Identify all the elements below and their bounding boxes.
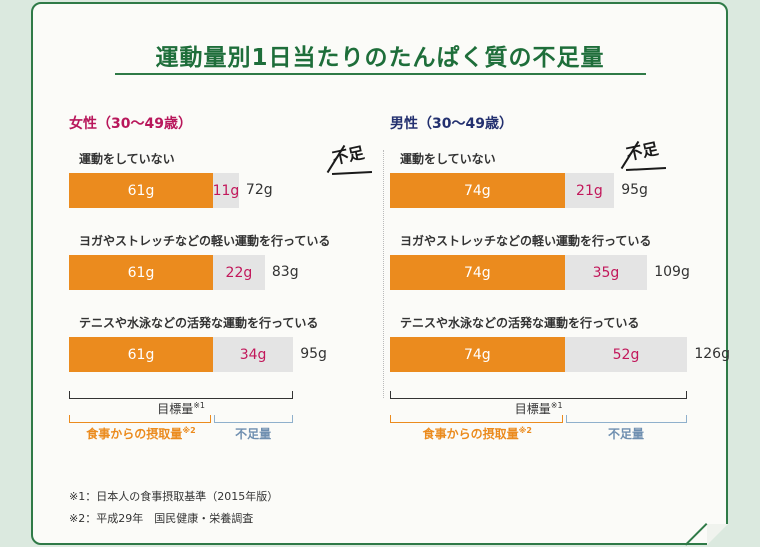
male-legend-intake: 食事からの摂取量※2 [422, 426, 532, 441]
male-deficit-bar: 35g [564, 255, 648, 290]
female-deficit-bar: 34g [212, 337, 294, 372]
female-category-label: 運動をしていない [79, 152, 175, 166]
target-note: ※1 [550, 401, 563, 410]
shortage-mark: 不足 [612, 128, 672, 188]
female-intake-bar: 61g [69, 255, 213, 290]
title-underline [115, 73, 646, 75]
page-curl [707, 524, 728, 545]
shortage-mark-text: 不足 [330, 142, 366, 169]
shortage-underline [625, 166, 667, 172]
male-target-label: 95g [621, 182, 648, 198]
male-intake-bar: 74g [390, 173, 565, 208]
female-panel-title: 女性（30〜49歳） [69, 116, 192, 132]
male-category-label: ヨガやストレッチなどの軽い運動を行っている [400, 234, 652, 248]
male-category-label: 運動をしていない [400, 152, 496, 166]
male-intake-bracket [390, 415, 563, 423]
panel-divider [383, 150, 384, 398]
footnote-1: ※1：日本人の食事摂取基準（2015年版） [69, 490, 279, 503]
shortage-underline [331, 170, 373, 176]
female-intake-bar: 61g [69, 173, 213, 208]
male-target-label: 109g [654, 264, 690, 280]
footnote-2: ※2：平成29年 国民健康・栄養調査 [69, 512, 254, 525]
male-panel-title: 男性（30〜49歳） [390, 116, 513, 132]
target-note: ※1 [193, 401, 205, 410]
female-category-label: ヨガやストレッチなどの軽い運動を行っている [79, 234, 331, 248]
male-legend-target: 目標量※1 [514, 401, 563, 416]
female-target-bracket [69, 391, 294, 399]
intake-note: ※2 [518, 426, 532, 435]
male-deficit-bar: 52g [564, 337, 688, 372]
male-target-label: 126g [694, 346, 730, 362]
intake-note: ※2 [182, 426, 196, 435]
female-legend-intake: 食事からの摂取量※2 [86, 426, 196, 441]
male-deficit-bar: 21g [564, 173, 615, 208]
female-legend-target: 目標量※1 [157, 401, 205, 416]
male-category-label: テニスや水泳などの活発な運動を行っている [400, 316, 640, 330]
shortage-mark-text: 不足 [624, 138, 660, 165]
female-target-label: 95g [300, 346, 327, 362]
male-intake-bar: 74g [390, 337, 565, 372]
female-category-label: テニスや水泳などの活発な運動を行っている [79, 316, 319, 330]
female-intake-bar: 61g [69, 337, 213, 372]
male-deficit-bracket [565, 415, 688, 423]
female-target-label: 72g [245, 182, 273, 198]
female-deficit-bracket [213, 415, 294, 423]
shortage-mark: 不足 [318, 132, 378, 192]
female-legend-deficit: 不足量 [235, 427, 272, 441]
chart-title: 運動量別1日当たりのたんぱく質の不足量 [155, 45, 605, 71]
female-deficit-bar: 22g [212, 255, 265, 290]
male-legend-deficit: 不足量 [607, 427, 644, 441]
male-intake-bar: 74g [390, 255, 565, 290]
female-target-label: 83g [271, 264, 299, 280]
female-intake-bracket [69, 415, 211, 423]
female-deficit-bar: 11g [213, 173, 239, 208]
male-target-bracket [390, 391, 688, 399]
